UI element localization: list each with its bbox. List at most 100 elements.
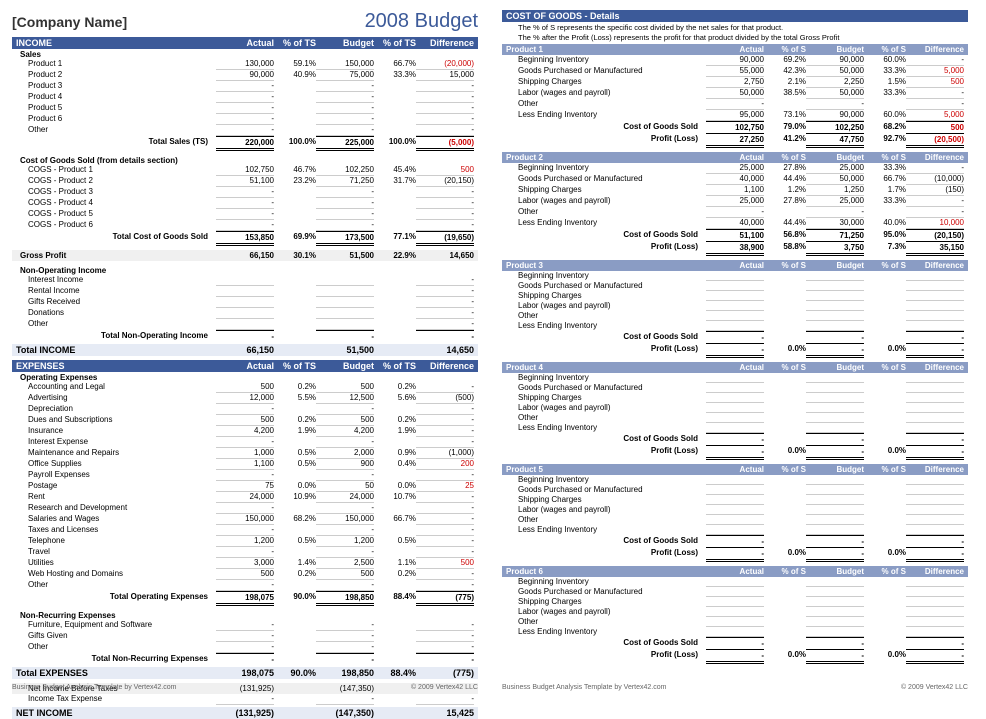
data-row: Furniture, Equipment and Software--- bbox=[12, 620, 478, 631]
income-header: INCOME Actual% of TS Budget% of TS Diffe… bbox=[12, 37, 478, 49]
data-row: Less Ending Inventory bbox=[502, 627, 968, 637]
cog-note2: The % after the Profit (Loss) represents… bbox=[502, 32, 968, 42]
data-row: Product 290,00040.9%75,00033.3%15,000 bbox=[12, 70, 478, 81]
data-row: Labor (wages and payroll)25,00027.8%25,0… bbox=[502, 196, 968, 207]
data-row: Product 6--- bbox=[12, 114, 478, 125]
data-row: Payroll Expenses--- bbox=[12, 470, 478, 481]
data-row: Utilities3,0001.4%2,5001.1%500 bbox=[12, 558, 478, 569]
total-income-row: Total INCOME 66,150 51,500 14,650 bbox=[12, 344, 478, 356]
data-row: Donations- bbox=[12, 308, 478, 319]
product-header: Product 6Actual% of SBudget% of SDiffere… bbox=[502, 566, 968, 577]
product-header: Product 1Actual% of SBudget% of SDiffere… bbox=[502, 44, 968, 55]
cogs-subheader: Cost of Goods Sold (from details section… bbox=[12, 155, 478, 165]
data-row: Less Ending Inventory40,00044.4%30,00040… bbox=[502, 218, 968, 229]
data-row: Goods Purchased or Manufactured bbox=[502, 281, 968, 291]
profit-loss-row: Profit (Loss)-0.0%-0.0%- bbox=[502, 649, 968, 664]
total-nrex-row: Total Non-Recurring Expenses - - - bbox=[12, 653, 478, 665]
data-row: Advertising12,0005.5%12,5005.6%(500) bbox=[12, 393, 478, 404]
gross-profit-row: Gross Profit 66,15030.1% 51,50022.9% 14,… bbox=[12, 250, 478, 261]
product-header: Product 4Actual% of SBudget% of SDiffere… bbox=[502, 362, 968, 373]
data-row: Office Supplies1,1000.5%9000.4%200 bbox=[12, 459, 478, 470]
data-row: Telephone1,2000.5%1,2000.5%- bbox=[12, 536, 478, 547]
data-row: Beginning Inventory25,00027.8%25,00033.3… bbox=[502, 163, 968, 174]
profit-loss-row: Profit (Loss)38,90058.8%3,7507.3%35,150 bbox=[502, 241, 968, 256]
total-cogs-row: Total Cost of Goods Sold 153,85069.9% 17… bbox=[12, 231, 478, 246]
data-row: Beginning Inventory bbox=[502, 373, 968, 383]
footer-left-page: Business Budget Analysis Template by Ver… bbox=[12, 684, 478, 691]
data-row: Travel--- bbox=[12, 547, 478, 558]
data-row: Other--- bbox=[12, 642, 478, 653]
total-sales-row: Total Sales (TS) 220,000100.0% 225,00010… bbox=[12, 136, 478, 151]
data-row: COGS - Product 4--- bbox=[12, 198, 478, 209]
nrex-subheader: Non-Recurring Expenses bbox=[12, 610, 478, 620]
data-row: COGS - Product 6--- bbox=[12, 220, 478, 231]
data-row: Insurance4,2001.9%4,2001.9%- bbox=[12, 426, 478, 437]
data-row: Other--- bbox=[12, 580, 478, 591]
total-opex-row: Total Operating Expenses 198,07590.0% 19… bbox=[12, 591, 478, 606]
data-row: Shipping Charges1,1001.2%1,2501.7%(150) bbox=[502, 185, 968, 196]
data-row: Goods Purchased or Manufactured bbox=[502, 587, 968, 597]
data-row: Shipping Charges bbox=[502, 495, 968, 505]
footer-right-page: Business Budget Analysis Template by Ver… bbox=[502, 684, 968, 691]
profit-loss-row: Profit (Loss)27,25041.2%47,75092.7%(20,5… bbox=[502, 133, 968, 148]
tax-row: Income Tax Expense - - - bbox=[12, 694, 478, 705]
data-row: Research and Development--- bbox=[12, 503, 478, 514]
data-row: Interest Expense--- bbox=[12, 437, 478, 448]
data-row: Shipping Charges bbox=[502, 291, 968, 301]
sales-subheader: Sales bbox=[12, 49, 478, 59]
data-row: Rental Income- bbox=[12, 286, 478, 297]
nonop-subheader: Non-Operating Income bbox=[12, 265, 478, 275]
data-row: Goods Purchased or Manufactured40,00044.… bbox=[502, 174, 968, 185]
cogs-sold-row: Cost of Goods Sold--- bbox=[502, 331, 968, 343]
data-row: Less Ending Inventory bbox=[502, 525, 968, 535]
expenses-header: EXPENSES Actual% of TS Budget% of TS Dif… bbox=[12, 360, 478, 372]
data-row: Product 5--- bbox=[12, 103, 478, 114]
net-income-row: NET INCOME (131,925) (147,350) 15,425 bbox=[12, 707, 478, 719]
data-row: Taxes and Licenses--- bbox=[12, 525, 478, 536]
data-row: Beginning Inventory bbox=[502, 475, 968, 485]
data-row: Gifts Given--- bbox=[12, 631, 478, 642]
data-row: Other--- bbox=[502, 207, 968, 218]
data-row: Gifts Received- bbox=[12, 297, 478, 308]
right-page: COST OF GOODS - Details The % of S repre… bbox=[490, 0, 980, 697]
data-row: Labor (wages and payroll) bbox=[502, 301, 968, 311]
data-row: Beginning Inventory bbox=[502, 577, 968, 587]
data-row: Web Hosting and Domains5000.2%5000.2%- bbox=[12, 569, 478, 580]
cogs-sold-row: Cost of Goods Sold--- bbox=[502, 433, 968, 445]
data-row: Accounting and Legal5000.2%5000.2%- bbox=[12, 382, 478, 393]
data-row: COGS - Product 3--- bbox=[12, 187, 478, 198]
cogs-sold-row: Cost of Goods Sold--- bbox=[502, 535, 968, 547]
cogs-sold-row: Cost of Goods Sold--- bbox=[502, 637, 968, 649]
data-row: Beginning Inventory bbox=[502, 271, 968, 281]
left-page: [Company Name] 2008 Budget INCOME Actual… bbox=[0, 0, 490, 697]
data-row: Labor (wages and payroll) bbox=[502, 607, 968, 617]
company-name: [Company Name] bbox=[12, 14, 127, 30]
data-row: Less Ending Inventory bbox=[502, 423, 968, 433]
data-row: Rent24,00010.9%24,00010.7%- bbox=[12, 492, 478, 503]
product-header: Product 2Actual% of SBudget% of SDiffere… bbox=[502, 152, 968, 163]
cog-note1: The % of S represents the specific cost … bbox=[502, 22, 968, 32]
cogs-sold-row: Cost of Goods Sold51,10056.8%71,25095.0%… bbox=[502, 229, 968, 241]
data-row: Labor (wages and payroll)50,00038.5%50,0… bbox=[502, 88, 968, 99]
profit-loss-row: Profit (Loss)-0.0%-0.0%- bbox=[502, 343, 968, 358]
data-row: Less Ending Inventory95,00073.1%90,00060… bbox=[502, 110, 968, 121]
data-row: Interest Income- bbox=[12, 275, 478, 286]
data-row: Shipping Charges2,7502.1%2,2501.5%500 bbox=[502, 77, 968, 88]
profit-loss-row: Profit (Loss)-0.0%-0.0%- bbox=[502, 445, 968, 460]
data-row: Goods Purchased or Manufactured bbox=[502, 485, 968, 495]
data-row: Shipping Charges bbox=[502, 597, 968, 607]
data-row: Other bbox=[502, 413, 968, 423]
data-row: Other- bbox=[12, 319, 478, 330]
data-row: Product 3--- bbox=[12, 81, 478, 92]
total-nonop-row: Total Non-Operating Income - - - bbox=[12, 330, 478, 342]
data-row: Other bbox=[502, 515, 968, 525]
data-row: Less Ending Inventory bbox=[502, 321, 968, 331]
data-row: Dues and Subscriptions5000.2%5000.2%- bbox=[12, 415, 478, 426]
data-row: Other--- bbox=[12, 125, 478, 136]
opex-subheader: Operating Expenses bbox=[12, 372, 478, 382]
data-row: Salaries and Wages150,00068.2%150,00066.… bbox=[12, 514, 478, 525]
page-title: 2008 Budget bbox=[365, 10, 478, 33]
data-row: Other bbox=[502, 617, 968, 627]
data-row: Labor (wages and payroll) bbox=[502, 403, 968, 413]
cogs-sold-row: Cost of Goods Sold102,75079.0%102,25068.… bbox=[502, 121, 968, 133]
